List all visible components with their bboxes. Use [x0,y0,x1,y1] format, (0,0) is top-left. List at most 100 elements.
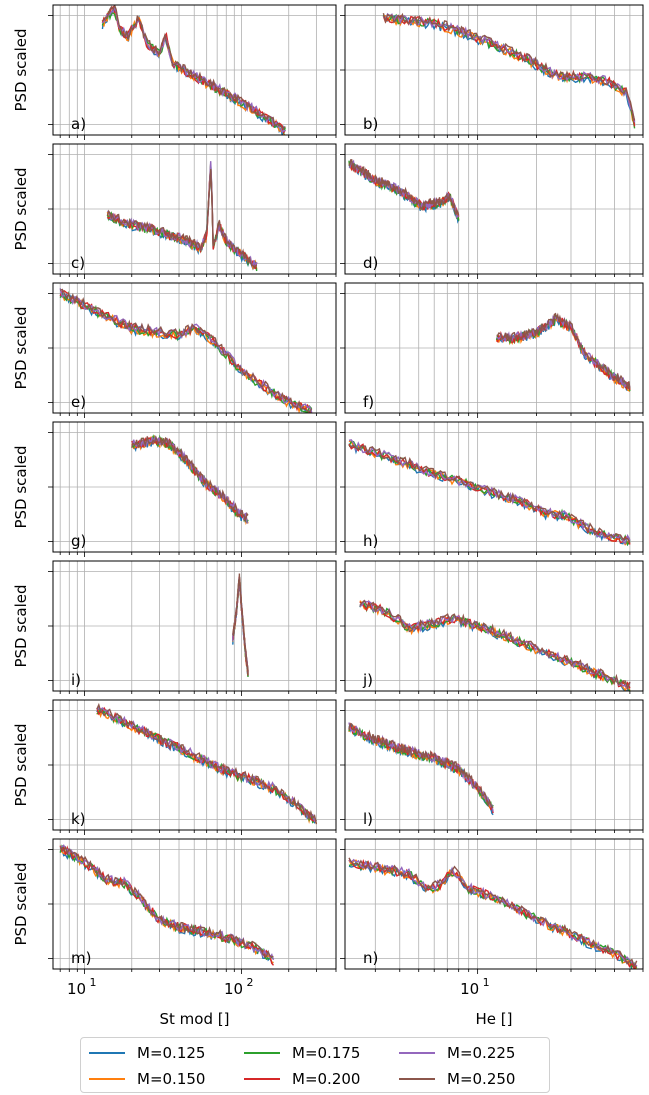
legend-swatch [89,1052,125,1054]
series-line-M=0.150 [495,315,631,392]
panel-label: b) [363,115,378,133]
panel-b: b) [340,4,644,140]
panel-label: g) [71,532,86,550]
x-axis-label: St mod [] [160,1010,230,1028]
panel-label: c) [71,254,85,272]
legend-entry: M=0.200 [244,1066,399,1092]
panel-n: n) [340,838,644,974]
series-line-M=0.150 [348,859,638,969]
panel-frame [52,699,337,831]
panel-frame [52,421,337,553]
panel-frame [344,560,644,692]
panel-label: i) [71,671,81,689]
panel-frame [344,838,644,970]
series-line-M=0.200 [359,599,631,689]
x-tick-exponent: 1 [90,976,97,989]
x-axis-label: He [] [476,1010,513,1028]
legend-label: M=0.250 [447,1070,516,1088]
series-line-M=0.125 [348,864,638,969]
panel-frame [344,699,644,831]
panel-label: k) [71,810,86,828]
y-axis-label: PSD scaled [12,28,30,111]
series-line-M=0.175 [382,13,636,129]
series-line-M=0.200 [348,859,638,969]
panel-i: i) PSD scaled [12,560,337,696]
legend-label: M=0.200 [292,1070,361,1088]
panel-frame [52,4,337,136]
series-line-M=0.250 [232,573,249,676]
panel-label: h) [363,532,378,550]
y-axis-label: PSD scaled [12,862,30,945]
legend: M=0.125 M=0.175 M=0.225 M=0.150 M=0.200 M=0.2… [80,1037,550,1093]
series-line-M=0.250 [59,288,313,413]
y-axis-label: PSD scaled [12,306,30,389]
panel-frame [52,282,337,414]
series-line-M=0.225 [382,12,636,123]
panel-c: c) PSD scaled [12,143,337,279]
panel-m: m) PSD scaled [12,838,337,974]
series-line-M=0.250 [131,435,249,523]
x-tick-label: 10 [224,980,243,998]
legend-entry: M=0.125 [89,1040,244,1066]
series-line-M=0.250 [348,159,460,216]
panel-h: h) [340,421,644,557]
series-line-M=0.225 [106,161,258,268]
panel-label: a) [71,115,86,133]
panel-frame [344,421,644,553]
panel-label: d) [363,254,378,272]
legend-entry: M=0.150 [89,1066,244,1092]
series-line-M=0.150 [359,600,631,691]
panel-f: f) [340,282,644,418]
panel-k: k) PSD scaled [12,699,337,835]
y-axis-label: PSD scaled [12,445,30,528]
y-axis-label: PSD scaled [12,167,30,250]
legend-label: M=0.175 [292,1044,361,1062]
legend-swatch [89,1078,125,1080]
y-axis-label: PSD scaled [12,723,30,806]
panel-d: d) [340,143,644,279]
series-line-M=0.175 [348,861,638,969]
series-line-M=0.175 [348,440,631,546]
panel-label: m) [71,949,91,967]
legend-entry: M=0.175 [244,1040,399,1066]
y-axis-label: PSD scaled [12,584,30,667]
panel-frame [344,282,644,414]
series-line-M=0.250 [359,599,631,691]
series-line-M=0.225 [348,439,631,545]
series-line-M=0.250 [59,845,274,958]
legend-label: M=0.150 [137,1070,206,1088]
panel-frame [344,4,644,136]
legend-label: M=0.225 [447,1044,516,1062]
panel-j: j) [340,560,644,696]
legend-swatch [399,1052,435,1054]
x-tick-label: 10 [67,980,86,998]
series-line-M=0.250 [348,857,638,969]
series-line-M=0.250 [106,168,258,269]
series-line-M=0.200 [382,15,636,127]
panel-frame [52,143,337,275]
series-line-M=0.250 [348,444,631,544]
panel-label: l) [363,810,373,828]
legend-swatch [399,1078,435,1080]
series-line-M=0.250 [382,12,636,121]
series-line-M=0.250 [496,312,631,389]
legend-swatch [244,1052,280,1054]
panel-l: l) [340,699,644,835]
x-tick-exponent: 1 [483,976,490,989]
series-line-M=0.250 [102,5,286,130]
panel-label: f) [363,393,374,411]
legend-label: M=0.125 [137,1044,206,1062]
panel-g: g) PSD scaled [12,421,337,557]
legend-entry: M=0.250 [399,1066,554,1092]
panel-e: e) PSD scaled [12,282,337,418]
panel-label: n) [363,949,378,967]
series-line-M=0.225 [101,5,286,134]
series-line-M=0.125 [131,434,249,524]
panel-frame [52,838,337,970]
series-line-M=0.250 [348,723,494,809]
panel-frame [344,143,644,275]
panel-a: a) PSD scaled [12,4,337,140]
legend-entry: M=0.225 [399,1040,554,1066]
series-line-M=0.225 [359,600,631,691]
